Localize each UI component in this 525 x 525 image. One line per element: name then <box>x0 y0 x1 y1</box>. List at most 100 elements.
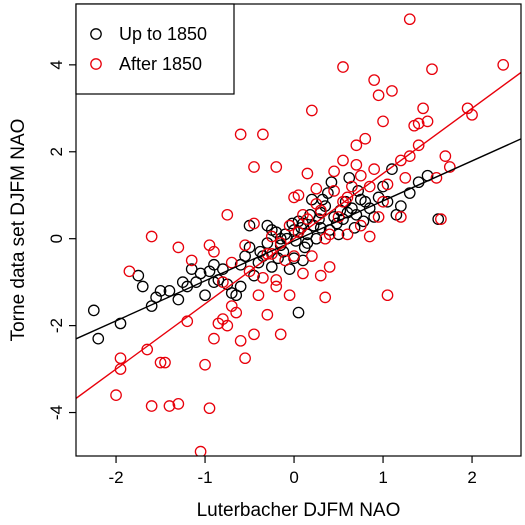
x-tick-label: -1 <box>197 468 212 487</box>
data-point <box>323 261 336 273</box>
data-point <box>426 63 438 76</box>
data-point <box>243 265 256 278</box>
data-point <box>145 230 158 243</box>
data-point <box>305 250 318 262</box>
data-point <box>270 274 283 286</box>
data-point <box>257 271 269 284</box>
data-point <box>194 445 207 456</box>
data-point <box>337 154 349 167</box>
data-point <box>239 239 251 252</box>
data-point <box>439 150 452 162</box>
data-point <box>412 139 425 152</box>
data-point <box>443 161 456 173</box>
data-point <box>421 115 434 128</box>
data-point <box>234 334 247 347</box>
regression-line-after-1850 <box>76 71 521 399</box>
data-point <box>432 213 445 225</box>
data-point <box>265 224 278 236</box>
data-point <box>217 263 229 275</box>
data-point <box>314 221 327 234</box>
legend-label: Up to 1850 <box>119 24 207 44</box>
data-point <box>274 328 287 341</box>
data-point <box>110 389 122 402</box>
data-point <box>172 397 185 410</box>
data-point <box>92 332 105 345</box>
data-point <box>163 284 176 297</box>
data-point <box>328 165 340 178</box>
data-point <box>114 352 127 365</box>
x-tick-label: 1 <box>378 468 387 487</box>
data-point <box>145 400 158 412</box>
data-point <box>154 284 167 297</box>
data-point <box>372 89 385 102</box>
data-point <box>301 167 314 180</box>
data-point <box>283 219 296 232</box>
data-point <box>297 208 309 221</box>
data-point <box>466 108 478 121</box>
data-point <box>261 219 274 232</box>
data-point <box>412 117 425 130</box>
data-point <box>323 228 336 241</box>
x-tick-label: 2 <box>467 468 476 487</box>
data-point <box>332 228 345 241</box>
data-point <box>368 74 380 86</box>
data-point <box>346 180 358 193</box>
data-point <box>319 200 332 212</box>
data-point <box>386 163 398 176</box>
data-point <box>403 187 416 199</box>
data-point <box>217 276 229 289</box>
data-point <box>265 261 278 273</box>
data-point <box>341 191 354 204</box>
data-point <box>305 104 318 117</box>
data-point <box>352 185 364 197</box>
plot-area <box>76 13 521 456</box>
data-point <box>417 102 429 115</box>
data-point <box>252 289 265 302</box>
data-point <box>257 128 269 141</box>
data-point <box>194 267 207 280</box>
data-point <box>203 402 216 415</box>
data-point <box>348 221 361 234</box>
data-point <box>368 163 380 176</box>
data-point <box>123 265 136 278</box>
y-tick-label: 0 <box>47 234 66 243</box>
data-point <box>359 132 372 145</box>
x-tick-label: 0 <box>289 468 298 487</box>
data-point <box>354 219 367 232</box>
data-point <box>430 171 443 184</box>
legend: Up to 1850 After 1850 <box>75 3 235 95</box>
data-point <box>288 191 300 204</box>
plot-frame <box>75 3 522 457</box>
y-axis-title: Torne data set DJFM NAO <box>8 119 29 342</box>
data-point <box>234 280 247 293</box>
data-point <box>341 228 354 241</box>
data-point <box>230 306 243 319</box>
data-point <box>313 213 325 225</box>
data-point <box>87 304 100 317</box>
data-point <box>288 250 300 262</box>
x-tick-label: -2 <box>108 468 123 487</box>
data-point <box>343 171 356 184</box>
data-point <box>314 269 327 282</box>
data-point <box>297 267 309 280</box>
data-point <box>328 185 340 197</box>
data-point <box>163 400 176 412</box>
data-point <box>381 178 394 191</box>
data-point <box>176 276 189 289</box>
axes: -2 -1 0 1 2 -4 -2 0 2 4 <box>47 3 522 487</box>
data-point <box>172 241 185 254</box>
data-point <box>350 139 363 152</box>
data-point <box>497 58 510 71</box>
data-point <box>283 289 296 302</box>
data-point <box>350 158 363 171</box>
data-point <box>386 85 398 97</box>
data-point <box>185 254 198 267</box>
legend-marker <box>90 28 102 40</box>
data-point <box>319 291 332 304</box>
data-point <box>159 356 171 369</box>
data-point <box>270 161 283 173</box>
y-tick-label: 4 <box>47 60 66 69</box>
data-point <box>221 319 234 332</box>
y-tick-label: -4 <box>47 405 66 420</box>
